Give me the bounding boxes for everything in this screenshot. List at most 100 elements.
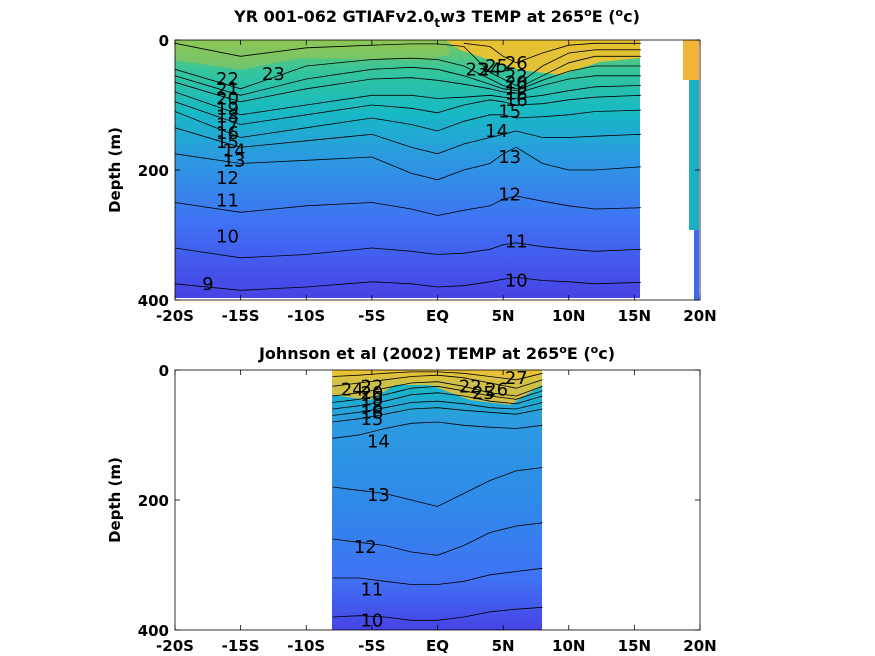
panel-2-x-tick-label: EQ	[426, 637, 449, 655]
panel-1-contour-label: 13	[223, 150, 246, 171]
panel-2-isotherm-10	[332, 606, 543, 621]
panel-1-x-tick-label: -5S	[358, 307, 385, 325]
panel-1-contour-label: 17	[216, 115, 239, 136]
panel-2-y-ticks: 0 200 400	[138, 362, 700, 640]
panel-1-contour-label: 16	[505, 90, 528, 111]
panel-2-contour-label: 16	[360, 402, 383, 423]
panel-2-contour-label: 22	[360, 376, 383, 397]
panel-1-isotherm-10	[175, 242, 641, 259]
panel-1-contour-label: 25	[485, 56, 508, 77]
panel-2-isotherm-11	[332, 567, 543, 585]
panel-1-contour-label: 23	[262, 64, 285, 85]
panel-2-contour-label: 20	[360, 383, 383, 404]
panel-1-contour-label: 12	[498, 185, 521, 206]
panel-1-isotherm-13	[175, 127, 641, 155]
panel-2-y-tick-label: 0	[159, 362, 169, 380]
panel-2-contour-label: 26	[485, 380, 508, 401]
panel-2-x-ticks: -20S -15S -10S -5S EQ 5N 10N 15N 20N	[156, 370, 717, 655]
panel-1-x-tick-label: -15S	[222, 307, 260, 325]
panel-2-x-tick-label: -10S	[287, 637, 325, 655]
panel-1-contour-label: 10	[216, 226, 239, 247]
panel-2-isotherm-18	[332, 392, 543, 410]
panel-1-contour-label: 26	[505, 53, 528, 74]
panel-2-x-tick-label: 5N	[492, 637, 515, 655]
panel-2-contour-label: 25	[472, 383, 495, 404]
panel-1-contour-label: 13	[498, 147, 521, 168]
panel-1-isotherm-16	[175, 85, 641, 116]
panel-1-contour-label: 11	[216, 191, 239, 212]
panel-2-isotherm-20	[332, 385, 543, 403]
panel-2-x-tick-label: 10N	[552, 637, 585, 655]
panel-1-field	[175, 40, 640, 298]
panel-1-isotherm-26	[463, 42, 641, 64]
panel-2-x-tick-label: 15N	[618, 637, 651, 655]
panel-1-right-strip-deep	[694, 230, 699, 300]
panel-1-x-tick-label: 10N	[552, 307, 585, 325]
panel-1-contour-label: 15	[216, 132, 239, 153]
panel-1-contour-label: 14	[485, 121, 508, 142]
panel-1-contour-label: 23	[465, 59, 488, 80]
panel-2-isotherm-15	[332, 407, 543, 423]
panel-1-title: YR 001-062 GTIAFv2.0tw3 TEMP at 265oE (o…	[233, 6, 640, 30]
panel-2-contour-label: 18	[360, 396, 383, 417]
panel-1-y-ticks: 0 200 400	[138, 32, 700, 310]
panel-1-isotherm-14	[175, 109, 641, 138]
panel-1-isotherm-22	[175, 55, 641, 90]
panel-2-x-tick-label: -20S	[156, 637, 194, 655]
panel-1-contour-label: 21	[216, 79, 239, 100]
panel-2-isotherm-13	[332, 467, 543, 507]
panel-1-contours	[175, 42, 641, 291]
panel-2-isotherm-12	[332, 522, 543, 556]
panel-2-x-tick-label: 20N	[683, 637, 716, 655]
panel-1-contour-label: 20	[505, 72, 528, 93]
panel-1: YR 001-062 GTIAFv2.0tw3 TEMP at 265oE (o…	[106, 6, 717, 325]
panel-2-contour-label: 13	[367, 485, 390, 506]
panel-1-x-tick-label: -10S	[287, 307, 325, 325]
panel-1-y-tick-label: 0	[159, 32, 169, 50]
panel-1-x-tick-label: -20S	[156, 307, 194, 325]
panel-1-y-label: Depth (m)	[106, 127, 124, 213]
panel-1-isotherm-20	[175, 65, 641, 96]
panel-1-right-strip-warm	[683, 40, 699, 80]
panel-2-contour-label: 24	[341, 380, 364, 401]
panel-1-x-tick-label: 15N	[618, 307, 651, 325]
panel-2-contour-label: 15	[360, 409, 383, 430]
panel-1-contour-label: 16	[216, 123, 239, 144]
panel-2-contour-label: 19	[360, 389, 383, 410]
panel-1-isotherm-11	[175, 195, 641, 216]
panel-2-isotherm-24	[332, 374, 543, 389]
panel-2-contour-label: 11	[360, 580, 383, 601]
panel-1-contour-label: 22	[505, 66, 528, 87]
panel-1-contour-label: 18	[505, 83, 528, 104]
panel-1-contour-label: 10	[505, 271, 528, 292]
panel-1-contour-label: 11	[505, 232, 528, 253]
panel-2-x-tick-label: -15S	[222, 637, 260, 655]
panel-1-surface-green	[175, 40, 450, 70]
panel-1-contour-label: 9	[202, 274, 213, 295]
panel-1-x-tick-label: 20N	[683, 307, 716, 325]
panel-1-warm-surface	[445, 40, 640, 75]
panel-2-contour-label: 14	[367, 432, 390, 453]
panel-1-contour-label: 15	[498, 102, 521, 123]
panel-1-contour-label: 20	[216, 89, 239, 110]
panel-2-y-tick-label: 400	[138, 622, 169, 640]
panel-1-x-ticks: -20S -15S -10S -5S EQ 5N 10N 15N 20N	[156, 40, 717, 325]
panel-1-contour-label: 19	[505, 77, 528, 98]
panel-2-y-label: Depth (m)	[106, 457, 124, 543]
panel-1-contour-label: 24	[479, 59, 502, 80]
panel-2-x-tick-label: -5S	[358, 637, 385, 655]
panel-2-isotherm-14	[332, 421, 543, 439]
panel-2-y-tick-label: 200	[138, 492, 169, 510]
panel-1-y-tick-label: 400	[138, 292, 169, 310]
panel-1-isotherm-12	[175, 146, 641, 181]
panel-1-contour-label: 22	[216, 69, 239, 90]
panel-2-title: Johnson et al (2002) TEMP at 265oE (oc)	[258, 343, 615, 363]
panel-2-contour-label: 27	[505, 368, 528, 389]
panel-2-isotherm-16	[332, 400, 543, 416]
panel-2-contour-label: 12	[354, 537, 377, 558]
